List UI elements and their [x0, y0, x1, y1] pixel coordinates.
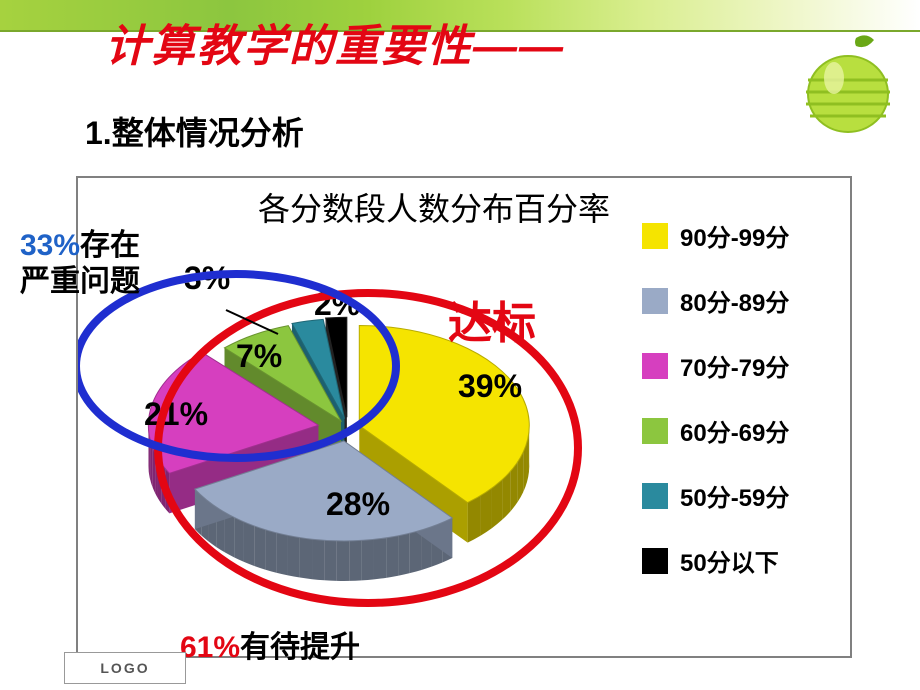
- legend-label: 60分-69分: [680, 413, 789, 448]
- legend-swatch: [642, 353, 668, 379]
- annotation-problem: 33%存在 严重问题: [20, 228, 140, 300]
- slice-value-label: 39%: [458, 368, 522, 405]
- legend-item: 70分-79分: [642, 348, 832, 383]
- chart-legend: 90分-99分 80分-89分 70分-79分 60分-69分 50分-59分 …: [642, 218, 832, 608]
- annotation-improve-percent: 61%: [180, 631, 240, 664]
- slice-value-label: 21%: [144, 396, 208, 433]
- pie-chart: [78, 218, 638, 658]
- annotation-pass: 达标: [448, 298, 536, 351]
- annotation-problem-text2: 严重问题: [20, 265, 140, 298]
- legend-swatch: [642, 548, 668, 574]
- legend-label: 50分-59分: [680, 478, 789, 513]
- subheading-number: 1.: [85, 115, 112, 151]
- legend-swatch: [642, 418, 668, 444]
- legend-item: 50分以下: [642, 543, 832, 578]
- apple-icon: [792, 30, 902, 140]
- chart-frame: 各分数段人数分布百分率 90分-99分 80分-89分 70分-79分 60分-…: [76, 176, 852, 658]
- annotation-improve-text: 有待提升: [240, 631, 360, 664]
- subheading-text: 整体情况分析: [112, 115, 304, 151]
- slice-value-label: 7%: [236, 338, 282, 375]
- slice-value-label: 2%: [314, 286, 360, 323]
- legend-label: 90分-99分: [680, 218, 789, 253]
- section-subheading: 1.整体情况分析: [85, 108, 304, 154]
- annotation-problem-text1: 存在: [80, 229, 140, 262]
- legend-swatch: [642, 223, 668, 249]
- legend-swatch: [642, 288, 668, 314]
- slice-value-label: 3%: [184, 260, 230, 297]
- legend-item: 80分-89分: [642, 283, 832, 318]
- page-title: 计算教学的重要性——: [105, 10, 565, 74]
- legend-item: 50分-59分: [642, 478, 832, 513]
- legend-label: 80分-89分: [680, 283, 789, 318]
- annotation-improve: 61%有待提升: [180, 630, 360, 666]
- slide: 计算教学的重要性—— 1.整体情况分析 各分数段人数分布百分率 90分-99分 …: [0, 0, 920, 690]
- annotation-problem-percent: 33%: [20, 229, 80, 262]
- legend-swatch: [642, 483, 668, 509]
- legend-label: 70分-79分: [680, 348, 789, 383]
- legend-item: 60分-69分: [642, 413, 832, 448]
- logo-badge: LOGO: [64, 652, 186, 684]
- legend-label: 50分以下: [680, 543, 779, 578]
- slice-value-label: 28%: [326, 486, 390, 523]
- legend-item: 90分-99分: [642, 218, 832, 253]
